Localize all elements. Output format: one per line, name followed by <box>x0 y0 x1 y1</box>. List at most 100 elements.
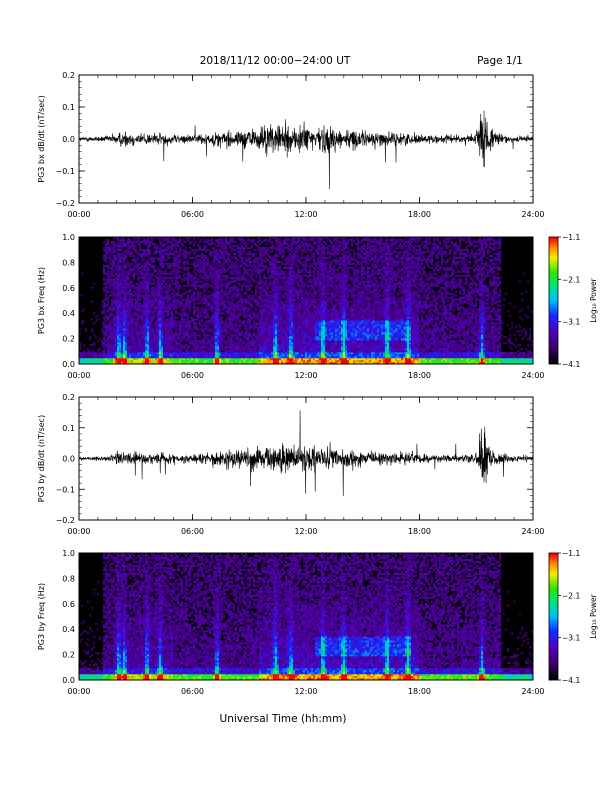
heatmap-cell <box>251 302 254 305</box>
heatmap-cell <box>127 248 130 252</box>
heatmap-cell <box>199 350 202 353</box>
heatmap-cell <box>259 242 262 246</box>
heatmap-cell <box>269 304 272 307</box>
heatmap-cell <box>267 238 270 242</box>
heatmap-cell <box>97 314 100 317</box>
heatmap-cell <box>191 320 194 323</box>
heatmap-cell <box>159 260 162 263</box>
heatmap-cell <box>261 328 264 331</box>
heatmap-cell <box>135 240 138 244</box>
heatmap-cell <box>149 294 152 297</box>
heatmap-cell <box>257 272 260 275</box>
heatmap-cell <box>143 264 146 267</box>
heatmap-cell <box>167 344 170 347</box>
heatmap-cell <box>247 306 250 309</box>
heatmap-cell <box>257 362 260 365</box>
heatmap-cell <box>237 354 240 357</box>
heatmap-cell <box>199 316 202 319</box>
heatmap-cell <box>163 256 166 260</box>
heatmap-cell <box>251 324 254 327</box>
heatmap-cell <box>269 266 272 269</box>
heatmap-cell <box>201 292 204 295</box>
heatmap-cell <box>153 356 156 359</box>
heatmap-cell <box>137 318 140 321</box>
heatmap-cell <box>115 326 118 329</box>
heatmap-cell <box>141 310 144 313</box>
heatmap-cell <box>257 296 260 299</box>
heatmap-cell <box>259 274 262 277</box>
heatmap-cell <box>243 308 246 311</box>
heatmap-cell <box>183 332 186 335</box>
heatmap-cell <box>159 328 162 331</box>
heatmap-cell <box>217 256 220 260</box>
heatmap-cell <box>195 356 198 359</box>
heatmap-cell <box>119 302 122 305</box>
heatmap-cell <box>207 284 210 287</box>
heatmap-cell <box>267 246 270 250</box>
heatmap-cell <box>217 338 220 341</box>
heatmap-cell <box>157 316 160 319</box>
heatmap-cell <box>255 266 258 269</box>
heatmap-cell <box>195 284 198 287</box>
heatmap-cell <box>169 348 172 351</box>
heatmap-cell <box>161 350 164 353</box>
heatmap-cell <box>129 332 132 335</box>
heatmap-cell <box>171 238 174 242</box>
heatmap-cell <box>209 252 212 256</box>
heatmap-cell <box>219 296 222 299</box>
heatmap-cell <box>211 358 214 361</box>
heatmap-cell <box>231 338 234 341</box>
heatmap-cell <box>139 252 142 256</box>
heatmap-cell <box>237 286 240 289</box>
heatmap-cell <box>131 244 134 248</box>
heatmap-cell <box>185 302 188 305</box>
heatmap-cell <box>141 240 144 244</box>
heatmap-cell <box>133 308 136 311</box>
heatmap-cell <box>187 344 190 347</box>
heatmap-cell <box>225 306 228 309</box>
heatmap-cell <box>135 266 138 269</box>
heatmap-cell <box>221 286 224 289</box>
heatmap-cell <box>275 340 278 343</box>
heatmap-cell <box>239 246 242 250</box>
heatmap-cell <box>109 348 112 351</box>
heatmap-cell <box>259 336 262 339</box>
heatmap-cell <box>203 348 206 351</box>
heatmap-cell <box>239 252 242 256</box>
heatmap-cell <box>121 358 124 361</box>
heatmap-cell <box>261 320 264 323</box>
heatmap-cell <box>167 304 170 307</box>
heatmap-cell <box>167 276 170 279</box>
heatmap-cell <box>139 304 142 307</box>
heatmap-cell <box>173 332 176 335</box>
heatmap-cell <box>175 284 178 287</box>
heatmap-cell <box>169 358 172 361</box>
heatmap-cell <box>177 240 180 244</box>
heatmap-cell <box>249 354 252 357</box>
heatmap-cell <box>195 334 198 337</box>
heatmap-cell <box>105 334 108 337</box>
heatmap-cell <box>155 308 158 311</box>
heatmap-cell <box>157 300 160 303</box>
heatmap-cell <box>161 282 164 285</box>
heatmap-cell <box>195 360 198 363</box>
heatmap-cell <box>211 356 214 359</box>
heatmap-cell <box>141 346 144 349</box>
heatmap-cell <box>263 310 266 313</box>
heatmap-cell <box>259 326 262 329</box>
heatmap-cell <box>135 332 138 335</box>
heatmap-cell <box>127 272 130 275</box>
heatmap-cell <box>261 258 264 262</box>
heatmap-cell <box>253 342 256 345</box>
heatmap-cell <box>199 310 202 313</box>
heatmap-cell <box>219 346 222 349</box>
heatmap-cell <box>261 256 264 260</box>
heatmap-cell <box>167 338 170 341</box>
heatmap-cell <box>213 312 216 315</box>
heatmap-cell <box>213 314 216 317</box>
heatmap-cell <box>251 282 254 285</box>
heatmap-cell <box>107 328 110 331</box>
heatmap-cell <box>203 324 206 327</box>
heatmap-cell <box>205 332 208 335</box>
heatmap-cell <box>207 294 210 297</box>
